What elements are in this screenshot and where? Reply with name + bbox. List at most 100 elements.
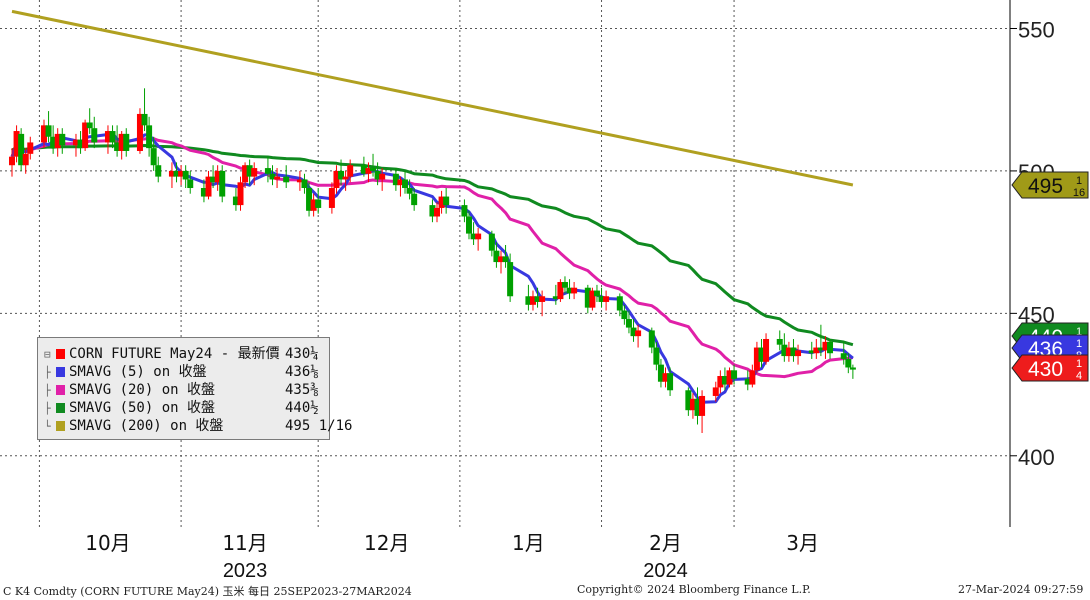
- legend-label: SMAVG (20) on 收盤: [69, 382, 216, 398]
- candle-body: [214, 170, 221, 183]
- legend-item-price[interactable]: ⊟ CORN FUTURE May24 - 最新價 430¼: [44, 345, 329, 363]
- candle-body: [397, 179, 404, 186]
- candle-body: [561, 282, 568, 288]
- legend-value: 430¼: [285, 346, 319, 362]
- candle-body: [589, 290, 596, 308]
- legend-item-sma50[interactable]: ├ SMAVG (50) on 收盤 440½: [44, 399, 329, 417]
- legend-label: SMAVG (50) on 收盤: [69, 400, 216, 416]
- footer-timestamp: 27-Mar-2024 09:27:59: [958, 583, 1084, 596]
- candle-body: [598, 296, 605, 302]
- candle-body: [731, 370, 738, 379]
- candle-body: [251, 168, 258, 177]
- tree-end-icon: └: [44, 420, 51, 433]
- price-tag-frac-den: 4: [1076, 370, 1082, 382]
- candle-body: [123, 133, 130, 151]
- x-month-label: 12月: [364, 531, 409, 555]
- candle-body: [82, 122, 89, 149]
- candle-body: [146, 125, 153, 149]
- moving-average-layer: [10, 9, 854, 404]
- legend-swatch-sma5: [56, 367, 65, 377]
- candle-body: [296, 179, 303, 183]
- legend-item-sma5[interactable]: ├ SMAVG (5) on 收盤 436⅛: [44, 363, 329, 381]
- candle-body: [242, 165, 249, 183]
- candle-body: [808, 350, 815, 354]
- candle-body: [689, 398, 696, 411]
- candle-body: [475, 233, 482, 240]
- candle-body: [822, 341, 829, 351]
- candle-body: [114, 142, 121, 151]
- candle-body: [109, 131, 116, 143]
- candle-body: [753, 347, 760, 371]
- candle-body: [141, 113, 148, 126]
- candle-body: [333, 170, 340, 189]
- legend[interactable]: ⊟ CORN FUTURE May24 - 最新價 430¼ ├ SMAVG (5) …: [37, 337, 352, 440]
- price-tag-label: 495: [1028, 175, 1063, 198]
- legend-label: SMAVG (5) on 收盤: [69, 364, 207, 380]
- candle-body: [653, 347, 660, 365]
- candle-body: [283, 176, 290, 183]
- price-tag-frac-num: 1: [1076, 358, 1082, 370]
- candle-body: [566, 287, 573, 294]
- legend-value: 440½: [285, 400, 319, 416]
- x-month-label: 11月: [222, 531, 267, 555]
- candle-body: [657, 364, 664, 382]
- candle-body: [187, 179, 194, 189]
- candle-body: [525, 296, 532, 305]
- candle-body: [726, 370, 733, 385]
- footer-copyright: Copyright© 2024 Bloomberg Finance L.P.: [577, 583, 811, 596]
- candle-body: [593, 290, 600, 297]
- candle-body: [40, 125, 47, 143]
- candle-body: [461, 205, 468, 217]
- candle-body: [274, 176, 281, 180]
- candle-body: [571, 287, 578, 294]
- legend-label: CORN FUTURE May24 - 最新價: [69, 346, 280, 362]
- candle-layer: [9, 88, 856, 433]
- collapse-icon[interactable]: ⊟: [44, 348, 51, 361]
- legend-value: 436⅛: [285, 364, 319, 380]
- candle-body: [246, 165, 253, 177]
- candle-body: [173, 170, 180, 177]
- candle-body: [785, 347, 792, 357]
- candle-body: [557, 282, 564, 300]
- price-tag-frac-num: 1: [1076, 175, 1082, 187]
- candle-body: [817, 347, 824, 351]
- candle-body: [744, 378, 751, 385]
- candle-body: [845, 358, 852, 368]
- candle-body: [210, 176, 217, 183]
- candle-body: [630, 327, 637, 337]
- price-tag-layer: 495116440124361843014: [1011, 171, 1089, 382]
- candle-body: [411, 193, 418, 206]
- plot-area: [0, 0, 1010, 527]
- candle-body: [625, 319, 632, 328]
- candle-body: [621, 310, 628, 320]
- candle-body: [648, 330, 655, 348]
- x-month-label: 2月: [649, 531, 682, 555]
- legend-item-sma200[interactable]: └ SMAVG (200) on 收盤 495 1/16: [44, 417, 352, 435]
- candle-body: [434, 207, 441, 217]
- candle-body: [301, 179, 308, 189]
- candle-body: [136, 113, 143, 151]
- candle-body: [27, 142, 34, 154]
- candle-body: [438, 196, 445, 208]
- x-month-label: 1月: [512, 531, 545, 555]
- price-tag-last: [1011, 354, 1089, 382]
- legend-swatch-sma20: [56, 385, 65, 395]
- legend-value: 435⅜: [285, 382, 319, 398]
- chart-svg: 40045050055010月11月12月1月2月3月20232024 4951…: [0, 0, 1089, 582]
- candle-body: [72, 139, 79, 146]
- candle-body: [155, 165, 162, 177]
- candle-body: [392, 173, 399, 186]
- x-year-label: 2023: [223, 560, 268, 582]
- candle-body: [232, 196, 239, 206]
- candle-body: [470, 233, 477, 240]
- candle-body: [488, 233, 495, 251]
- candle-body: [310, 199, 317, 211]
- candle-body: [712, 387, 719, 396]
- x-year-label: 2024: [643, 560, 688, 582]
- legend-item-sma20[interactable]: ├ SMAVG (20) on 收盤 435⅜: [44, 381, 329, 399]
- candle-body: [763, 338, 770, 362]
- legend-label: SMAVG (200) on 收盤: [69, 418, 224, 434]
- x-month-label: 10月: [85, 531, 130, 555]
- candle-body: [328, 188, 335, 208]
